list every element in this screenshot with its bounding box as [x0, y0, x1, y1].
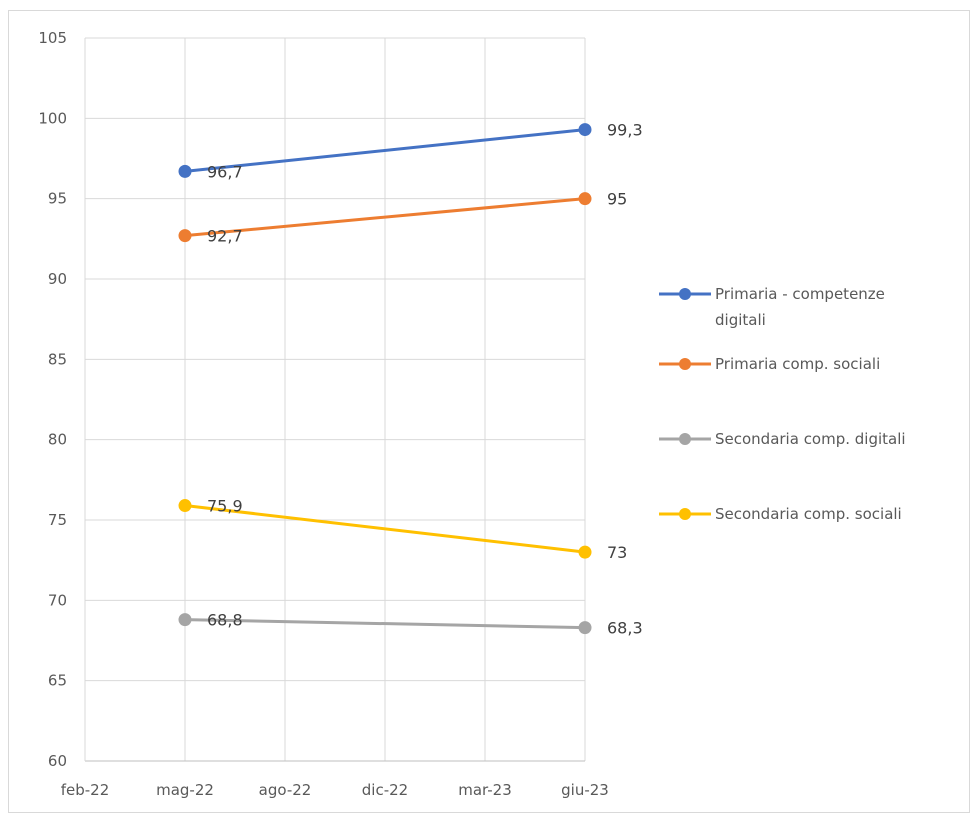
legend-entry-line: digitali: [715, 311, 766, 329]
legend-entry-line: Secondaria comp. sociali: [715, 505, 902, 523]
series-line: [184, 504, 586, 554]
legend-swatch-marker: [679, 288, 691, 300]
data-point: [578, 545, 592, 559]
x-tick-label: dic-22: [362, 781, 408, 799]
x-tick-label: mag-22: [156, 781, 214, 799]
legend-entry: Secondaria comp. sociali: [715, 505, 902, 523]
legend-entry: Primaria - competenze digitali: [715, 285, 885, 329]
data-point: [178, 229, 192, 243]
data-point: [178, 613, 192, 627]
y-tick-label: 70: [48, 591, 67, 609]
legend-entry: Primaria comp. sociali: [715, 355, 880, 373]
data-point: [178, 499, 192, 513]
legend: Primaria - competenze digitali Primaria co…: [659, 285, 906, 523]
data-point: [578, 621, 592, 635]
data-label: 75,9: [207, 497, 243, 516]
data-point: [578, 123, 592, 137]
series-line: [184, 128, 586, 173]
data-point: [178, 164, 192, 178]
line-chart: 60 65 70 75 80 85 90 95 100 105 feb-22 mag-22 ago-22…: [38, 29, 906, 799]
data-label: 68,3: [607, 619, 643, 638]
legend-swatch-marker: [679, 508, 691, 520]
y-tick-label: 90: [48, 270, 67, 288]
legend-entry: Secondaria comp. digitali: [715, 430, 906, 448]
x-tick-label: ago-22: [259, 781, 312, 799]
series-line: [184, 197, 586, 238]
legend-entry-line: Primaria comp. sociali: [715, 355, 880, 373]
y-tick-label: 85: [48, 350, 67, 368]
data-label: 68,8: [207, 611, 243, 630]
x-tick-label: giu-23: [561, 781, 609, 799]
chart-area: 60 65 70 75 80 85 90 95 100 105 feb-22 mag-22 ago-22…: [8, 10, 970, 813]
legend-swatch-marker: [679, 358, 691, 370]
data-label: 92,7: [207, 227, 243, 246]
data-label: 96,7: [207, 162, 243, 181]
axes: 60 65 70 75 80 85 90 95 100 105 feb-22 mag-22 ago-22…: [38, 29, 608, 799]
y-tick-label: 75: [48, 511, 67, 529]
data-label: 99,3: [607, 121, 643, 140]
x-tick-label: mar-23: [458, 781, 512, 799]
data-label: 95: [607, 190, 627, 209]
series-lines: [178, 123, 592, 635]
data-point: [578, 192, 592, 206]
series-line: [184, 618, 586, 630]
x-tick-label: feb-22: [61, 781, 110, 799]
data-labels: 96,7 99,3 92,7 95 68,8 68,3 75,9 73: [207, 121, 643, 638]
gridlines: [85, 37, 586, 761]
legend-swatch-marker: [679, 433, 691, 445]
y-tick-label: 60: [48, 752, 67, 770]
data-label: 73: [607, 543, 627, 562]
y-tick-label: 80: [48, 431, 67, 449]
y-tick-label: 105: [38, 29, 67, 47]
legend-entry-line: Secondaria comp. digitali: [715, 430, 906, 448]
y-tick-label: 100: [38, 109, 67, 127]
y-tick-label: 65: [48, 672, 67, 690]
y-tick-label: 95: [48, 190, 67, 208]
legend-entry-line: Primaria - competenze: [715, 285, 885, 303]
